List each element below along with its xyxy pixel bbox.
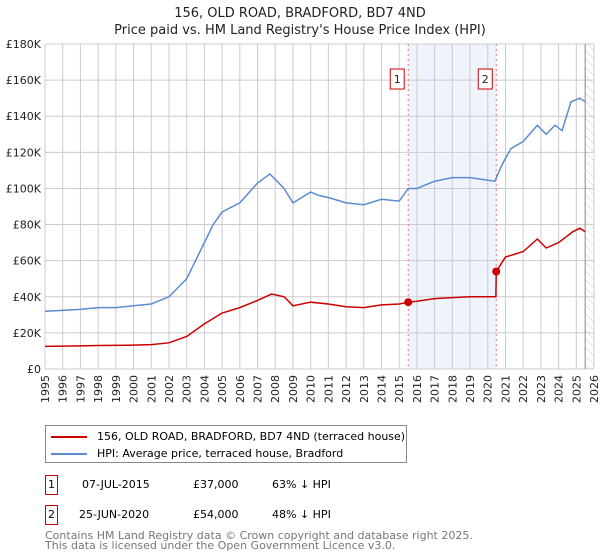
x-tick-label: 2006 bbox=[234, 375, 247, 403]
legend-item-hpi: HPI: Average price, terraced house, Brad… bbox=[51, 447, 343, 460]
transaction-hpi: 48% ↓ HPI bbox=[272, 508, 331, 521]
footer-line1: Contains HM Land Registry data © Crown c… bbox=[45, 529, 473, 542]
x-tick-label: 2000 bbox=[128, 375, 141, 403]
transaction-marker: 1 bbox=[45, 475, 58, 495]
x-tick-label: 2017 bbox=[429, 375, 442, 403]
x-tick-label: 2002 bbox=[163, 375, 176, 403]
x-tick-label: 2003 bbox=[181, 375, 194, 403]
y-tick-label: £180K bbox=[6, 38, 42, 51]
x-tick-label: 2010 bbox=[305, 375, 318, 403]
x-tick-label: 2005 bbox=[216, 375, 229, 403]
transaction-price: £37,000 bbox=[193, 478, 239, 491]
x-tick-label: 2011 bbox=[322, 375, 335, 403]
y-tick-label: £60K bbox=[13, 255, 42, 268]
annotation-box bbox=[389, 68, 405, 90]
legend-label: HPI: Average price, terraced house, Brad… bbox=[97, 447, 344, 460]
x-tick-label: 1996 bbox=[57, 375, 70, 403]
annotation-label: 2 bbox=[482, 73, 489, 86]
transaction-date: 07-JUL-2015 bbox=[82, 478, 150, 491]
y-tick-label: £120K bbox=[6, 146, 42, 159]
x-tick-label: 2019 bbox=[464, 375, 477, 403]
hpi-line bbox=[44, 97, 586, 312]
y-tick-label: £140K bbox=[6, 110, 42, 123]
transaction-date: 25-JUN-2020 bbox=[79, 508, 150, 521]
transaction-hpi: 63% ↓ HPI bbox=[272, 478, 331, 491]
x-tick-label: 2016 bbox=[411, 375, 424, 403]
x-tick-label: 2013 bbox=[358, 375, 371, 403]
x-tick-label: 1998 bbox=[92, 375, 105, 403]
x-tick-label: 2001 bbox=[145, 375, 158, 403]
forecast-hatch bbox=[585, 44, 594, 369]
legend-label: 156, OLD ROAD, BRADFORD, BD7 4ND (terrac… bbox=[97, 430, 406, 443]
annotation-label: 1 bbox=[394, 73, 401, 86]
price-chart: 1995 1996 1997 1998 1999 2000 2001 2002 2003 2004… bbox=[6, 38, 600, 403]
legend-swatch-blue bbox=[51, 452, 87, 455]
y-tick-label: £20K bbox=[13, 327, 42, 340]
x-tick-label: 1999 bbox=[110, 375, 123, 403]
y-tick-label: £40K bbox=[13, 291, 42, 304]
x-tick-label: 2015 bbox=[393, 375, 406, 403]
x-tick-label: 2022 bbox=[517, 375, 530, 403]
x-tick-label: 2021 bbox=[499, 375, 512, 403]
annotation-box bbox=[477, 68, 493, 90]
x-tick-label: 2009 bbox=[287, 375, 300, 403]
y-tick-label: £160K bbox=[6, 74, 42, 87]
transaction-price: £54,000 bbox=[193, 508, 239, 521]
x-tick-label: 2025 bbox=[570, 375, 583, 403]
price-paid-line bbox=[44, 227, 586, 348]
x-tick-label: 1997 bbox=[74, 375, 87, 403]
legend: 156, OLD ROAD, BRADFORD, BD7 4ND (terrac… bbox=[45, 425, 407, 463]
y-tick-label: £80K bbox=[13, 219, 42, 232]
footer: Contains HM Land Registry data © Crown c… bbox=[45, 529, 473, 552]
legend-swatch-red bbox=[51, 435, 87, 438]
x-tick-label: 2026 bbox=[588, 375, 600, 403]
x-tick-label: 2004 bbox=[198, 375, 211, 403]
x-tick-label: 2007 bbox=[252, 375, 265, 403]
y-tick-label: £0 bbox=[27, 363, 41, 376]
x-tick-label: 2012 bbox=[340, 375, 353, 403]
x-tick-label: 2023 bbox=[535, 375, 548, 403]
footer-line2: This data is licensed under the Open Gov… bbox=[45, 539, 396, 552]
x-tick-label: 2020 bbox=[482, 375, 495, 403]
y-tick-label: £100K bbox=[6, 182, 42, 195]
chart-title-line2: Price paid vs. HM Land Registry's House … bbox=[114, 23, 486, 38]
transaction-point bbox=[492, 267, 501, 276]
x-tick-label: 2008 bbox=[269, 375, 282, 403]
x-tick-label: 2018 bbox=[446, 375, 459, 403]
x-tick-label: 1995 bbox=[39, 375, 52, 403]
x-tick-label: 2014 bbox=[375, 375, 388, 403]
transaction-marker: 2 bbox=[45, 505, 58, 525]
legend-item-property: 156, OLD ROAD, BRADFORD, BD7 4ND (terrac… bbox=[51, 430, 405, 443]
transaction-point bbox=[404, 298, 413, 307]
chart-title-line1: 156, OLD ROAD, BRADFORD, BD7 4ND bbox=[174, 6, 426, 21]
x-tick-label: 2024 bbox=[553, 375, 566, 403]
